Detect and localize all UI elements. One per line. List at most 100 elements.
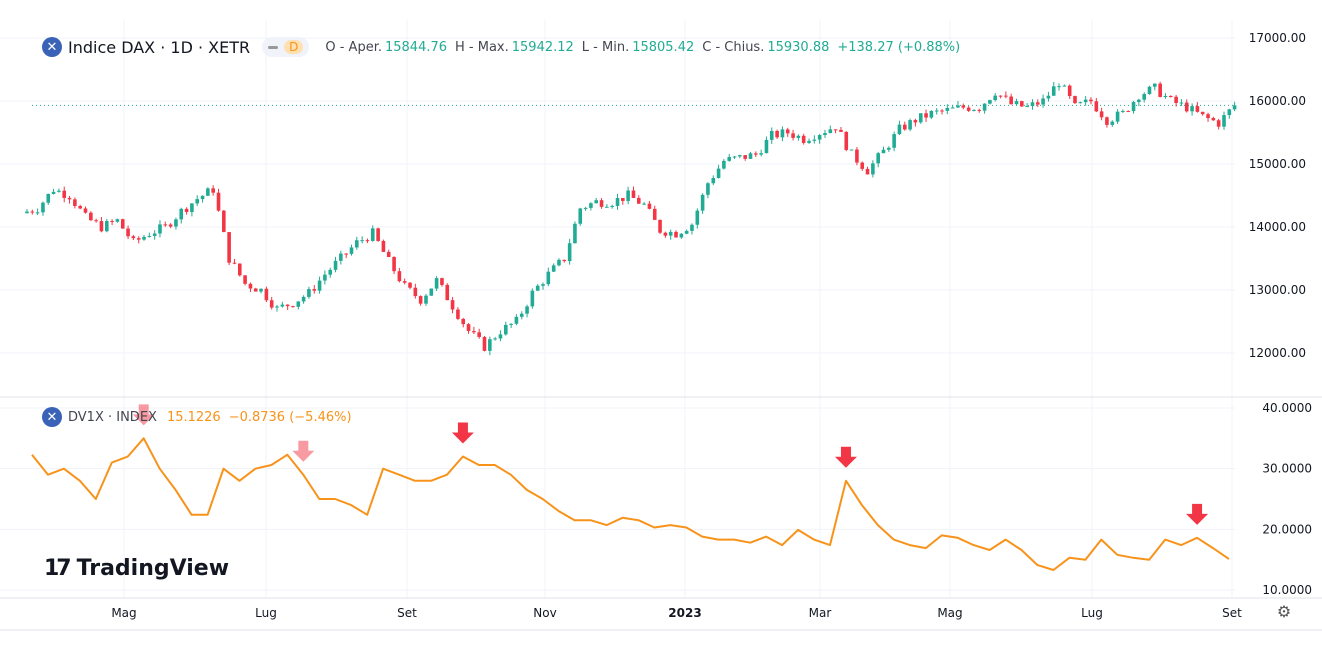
candle-body	[41, 202, 45, 213]
x-icon[interactable]: ✕	[42, 37, 62, 57]
candle-body	[472, 331, 476, 333]
candle-body	[1105, 117, 1109, 125]
down-arrow-marker-icon	[292, 440, 315, 462]
candle-body	[1222, 115, 1226, 127]
candle-body	[525, 306, 529, 314]
candle-body	[1142, 94, 1146, 100]
candle-body	[642, 203, 646, 205]
candle-body	[184, 208, 189, 213]
candle-body	[1099, 111, 1104, 118]
candle-body	[179, 208, 184, 220]
candle-body	[956, 105, 960, 108]
candle-body	[67, 197, 72, 200]
candle-body	[727, 156, 732, 161]
candle-body	[206, 188, 210, 196]
candle-body	[961, 105, 966, 108]
change-value: +138.27 (+0.88%)	[837, 39, 961, 55]
tradingview-logo[interactable]: 17 TradingView	[44, 556, 229, 581]
low-value: 15805.42	[632, 39, 695, 55]
candle-body	[918, 113, 923, 123]
candle-body	[211, 188, 215, 193]
candle-body	[972, 109, 976, 111]
price-tick-label: 13000.00	[1249, 283, 1306, 297]
interval-toggle[interactable]: D	[262, 37, 310, 57]
candle-body	[1046, 95, 1051, 99]
candle-body	[871, 163, 875, 175]
candle-body	[1206, 114, 1210, 119]
candle-body	[227, 232, 231, 263]
candle-body	[929, 110, 934, 118]
candle-body	[940, 110, 944, 112]
candle-body	[370, 228, 375, 241]
candle-body	[754, 153, 758, 155]
candle-body	[323, 274, 327, 281]
price-tick-label: 17000.00	[1249, 31, 1306, 45]
candle-body	[833, 129, 838, 131]
candle-body	[200, 195, 205, 200]
candle-body	[839, 129, 843, 132]
candle-body	[62, 190, 67, 198]
x-icon[interactable]: ✕	[42, 407, 62, 427]
candle-body	[1067, 85, 1072, 97]
candle-body	[259, 288, 263, 292]
candle-body	[333, 260, 338, 270]
candle-body	[152, 233, 157, 236]
candle-body	[764, 139, 769, 154]
candle-body	[30, 211, 35, 213]
candle-body	[658, 219, 662, 233]
candle-body	[732, 156, 737, 158]
candle-body	[663, 232, 668, 236]
candle-body	[743, 155, 747, 159]
candle-body	[1216, 120, 1221, 127]
candle-body	[232, 262, 237, 264]
candle-body	[775, 130, 779, 138]
candle-body	[530, 290, 535, 307]
candle-body	[57, 190, 61, 192]
candle-body	[982, 103, 987, 111]
gear-icon[interactable]: ⚙	[1276, 602, 1292, 621]
interval-badge: D	[284, 40, 304, 54]
candle-body	[759, 153, 763, 155]
candle-body	[1195, 106, 1200, 112]
candle-body	[25, 211, 29, 214]
candle-body	[652, 208, 657, 220]
candle-body	[275, 306, 279, 308]
candle-body	[796, 135, 801, 138]
candle-body	[482, 336, 487, 351]
indicator-tick-label: 30.0000	[1262, 462, 1312, 476]
candle-body	[1020, 101, 1024, 107]
candle-body	[253, 288, 258, 292]
candle-body	[1190, 106, 1194, 112]
candle-body	[126, 228, 130, 237]
candle-body	[844, 131, 849, 150]
candle-body	[461, 318, 466, 325]
candle-body	[913, 120, 918, 123]
candle-body	[514, 316, 519, 324]
candle-body	[535, 285, 540, 291]
candle-body	[136, 238, 141, 240]
time-tick-label: Set	[397, 606, 417, 620]
candle-body	[73, 199, 77, 206]
candle-body	[993, 95, 997, 101]
indicator-title[interactable]: DV1X · INDEX	[68, 409, 157, 425]
candle-body	[1062, 85, 1067, 87]
candle-body	[706, 183, 710, 195]
candle-body	[1211, 118, 1216, 121]
candle-body	[418, 296, 423, 304]
symbol-title[interactable]: Indice DAX · 1D · XETR	[68, 37, 251, 57]
candle-body	[599, 200, 604, 207]
time-tick-label: Mar	[809, 606, 832, 620]
down-arrow-marker-icon	[132, 404, 155, 426]
candle-body	[163, 224, 168, 226]
candle-body	[402, 281, 407, 283]
candle-body	[945, 107, 950, 111]
candle-body	[1041, 98, 1045, 105]
indicator-value: 15.1226	[166, 409, 221, 425]
time-tick-label: Mag	[937, 606, 962, 620]
candle-body	[887, 147, 891, 150]
candle-body	[860, 162, 865, 169]
candle-body	[328, 269, 333, 275]
candle-body	[631, 190, 636, 198]
